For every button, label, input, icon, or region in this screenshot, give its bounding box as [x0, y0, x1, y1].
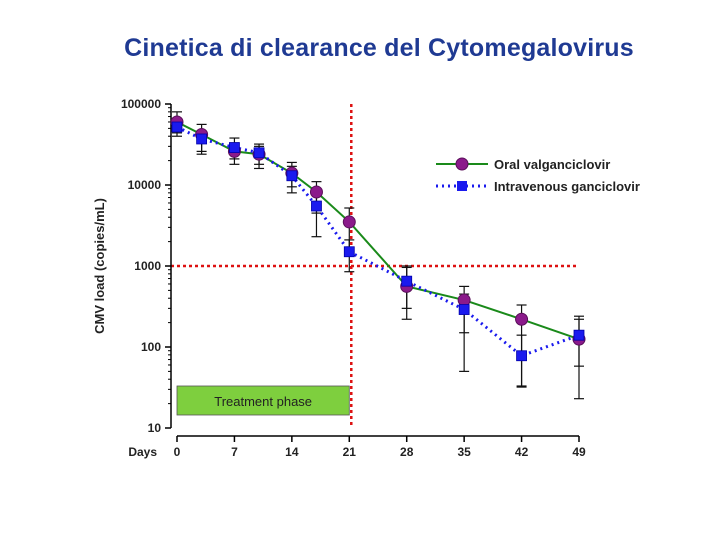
y-tick-label: 10	[148, 421, 162, 435]
oral-legend-label: Oral valganciclovir	[494, 157, 610, 172]
y-axis-title: CMV load (copies/mL)	[92, 198, 107, 334]
iv-series-line	[176, 125, 580, 358]
y-tick-label: 100	[141, 340, 161, 354]
iv-data-point	[311, 200, 322, 212]
iv-data-point	[171, 121, 183, 133]
x-tick-label: 7	[231, 445, 238, 459]
treatment-phase-label: Treatment phase	[214, 394, 312, 409]
iv-legend-marker	[457, 181, 467, 191]
y-tick-label: 10000	[128, 178, 162, 192]
iv-data-point	[458, 304, 470, 315]
iv-data-point	[343, 246, 355, 258]
y-tick-label: 100000	[121, 97, 161, 111]
iv-data-point	[253, 147, 265, 159]
oral-legend-marker	[455, 157, 469, 171]
treatment-phase-box	[176, 385, 350, 416]
iv-legend-label: Intravenous ganciclovir	[494, 179, 640, 194]
x-axis-title: Days	[128, 445, 157, 459]
x-tick-label: 14	[285, 445, 299, 459]
x-tick-label: 49	[572, 445, 586, 459]
iv-data-point	[573, 329, 585, 341]
iv-data-point	[196, 133, 208, 145]
x-tick-label: 21	[343, 445, 357, 459]
x-tick-label: 0	[174, 445, 181, 459]
oral-data-point	[342, 215, 356, 229]
iv-data-point	[516, 350, 527, 362]
iv-data-point	[401, 275, 413, 287]
x-tick-label: 42	[515, 445, 529, 459]
chart-title: Cinetica di clearance del Cytomegaloviru…	[124, 34, 634, 62]
oral-data-point	[515, 312, 529, 326]
iv-data-point	[286, 170, 298, 182]
x-tick-label: 28	[400, 445, 414, 459]
x-tick-label: 35	[457, 445, 471, 459]
y-tick-label: 1000	[134, 259, 161, 273]
iv-data-point	[229, 142, 240, 153]
oral-data-point	[309, 185, 323, 199]
